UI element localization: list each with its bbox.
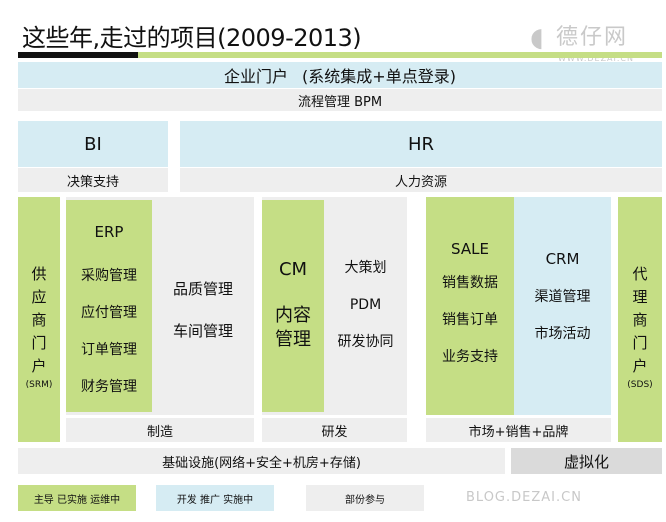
- erp-box: ERP 采购管理 应付管理 订单管理 财务管理: [66, 200, 152, 412]
- rnd-side: 大策划 PDM 研发协同: [324, 250, 407, 361]
- bi-box: BI: [18, 121, 168, 167]
- header-bar-green: [138, 52, 662, 58]
- cm-title: CM: [278, 259, 308, 280]
- srm-char: 应: [31, 288, 47, 306]
- erp-item: 财务管理: [81, 379, 137, 395]
- legend-in-progress: 开发 推广 实施中: [156, 485, 274, 511]
- bi-subtitle: 决策支持: [18, 168, 168, 192]
- market-label: 市场+销售+品牌: [426, 418, 611, 442]
- pdm: PDM: [349, 297, 382, 313]
- sale-box: SALE 销售数据 销售订单 业务支持: [426, 197, 514, 415]
- legend-led: 主导 已实施 运维中: [18, 485, 136, 511]
- logo-text: 德仔网: [556, 25, 629, 50]
- crm-item: 渠道管理: [534, 289, 591, 305]
- sds-abbr: (SDS): [627, 380, 653, 390]
- srm-char: 门: [31, 334, 47, 352]
- sds-char: 户: [632, 357, 648, 375]
- crm-title: CRM: [545, 250, 580, 268]
- sds-char: 理: [632, 288, 648, 306]
- hr-subtitle: 人力资源: [180, 168, 662, 192]
- srm-char: 商: [31, 311, 47, 329]
- manufacturing-label: 制造: [66, 418, 254, 442]
- sds-portal: 代 理 商 门 户 (SDS): [618, 197, 662, 442]
- page-title: 这些年,走过的项目(2009-2013): [22, 24, 362, 52]
- bpm-row: 流程管理 BPM: [18, 89, 662, 111]
- portal-subtitle: (系统集成+单点登录): [302, 67, 456, 86]
- quality-mgmt: 品质管理: [172, 280, 233, 298]
- sale-item: 销售订单: [442, 312, 498, 328]
- cm-box: CM 内容 管理: [262, 200, 324, 412]
- crm-item: 市场活动: [534, 326, 591, 342]
- sds-char: 门: [632, 334, 648, 352]
- manufacturing-side: 品质管理 车间管理: [152, 268, 254, 352]
- portal-title: 企业门户: [224, 67, 289, 86]
- erp-item: 订单管理: [81, 342, 137, 358]
- erp-title: ERP: [94, 223, 124, 241]
- infrastructure-row: 基础设施(网络+安全+机房+存储): [18, 448, 505, 474]
- erp-item: 采购管理: [81, 268, 137, 284]
- erp-item: 应付管理: [81, 305, 137, 321]
- crm-box: CRM 渠道管理 市场活动: [514, 197, 611, 415]
- srm-portal: 供 应 商 门 户 (SRM): [18, 197, 60, 442]
- logo-url: WWW.DEZAI.CN: [558, 54, 634, 63]
- planning: 大策划: [344, 260, 387, 276]
- sale-item: 销售数据: [442, 275, 498, 291]
- rnd-collab: 研发协同: [337, 334, 394, 350]
- cm-sub: 内容: [275, 305, 311, 326]
- cm-sub: 管理: [275, 329, 311, 350]
- sds-char: 代: [632, 265, 648, 283]
- srm-abbr: (SRM): [25, 380, 53, 390]
- header-bar-black: [18, 52, 138, 58]
- blog-watermark: BLOG.DEZAI.CN: [466, 490, 582, 505]
- srm-char: 户: [31, 357, 47, 375]
- sale-item: 业务支持: [442, 349, 498, 365]
- sale-title: SALE: [451, 240, 489, 258]
- workshop-mgmt: 车间管理: [172, 322, 233, 340]
- rnd-label: 研发: [262, 418, 407, 442]
- sds-char: 商: [632, 311, 648, 329]
- srm-char: 供: [31, 265, 47, 283]
- site-logo: ◖ 德仔网 WWW.DEZAI.CN: [530, 25, 650, 65]
- hr-box: HR: [180, 121, 662, 167]
- virtualization-box: 虚拟化: [511, 448, 662, 474]
- enterprise-portal: 企业门户 (系统集成+单点登录): [18, 62, 662, 88]
- legend-partial: 部份参与: [306, 485, 424, 511]
- logo-icon: ◖: [530, 23, 544, 53]
